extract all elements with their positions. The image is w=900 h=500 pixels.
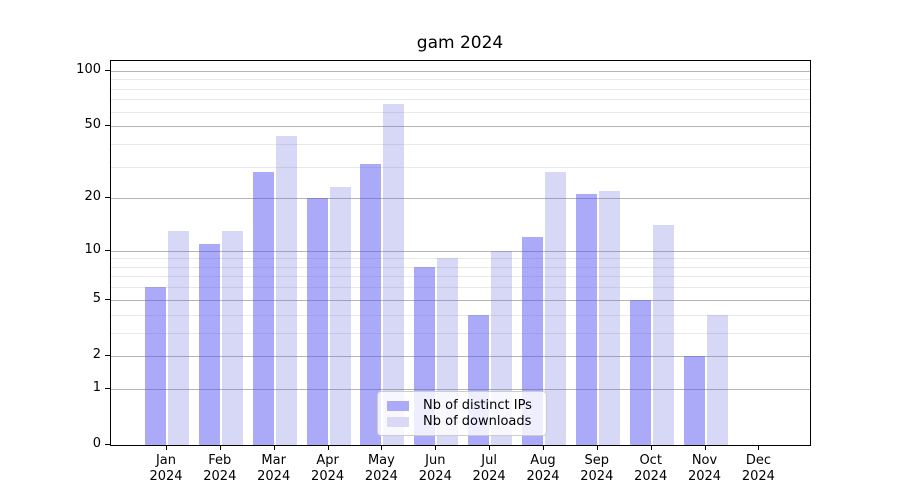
y-tick-label: 20	[84, 189, 101, 205]
legend-swatch-distinct-ips	[387, 400, 409, 411]
x-tick-year: 2024	[687, 469, 722, 484]
gridline-100	[111, 70, 810, 72]
x-tick-year: 2024	[634, 469, 668, 484]
y-tick-mark	[105, 125, 110, 127]
gridline-minor	[111, 258, 810, 260]
x-tick-year: 2024	[741, 469, 775, 484]
bar-jan-downloads	[168, 231, 189, 445]
bar-mar-downloads	[275, 136, 297, 445]
x-tick-mark	[273, 445, 275, 450]
legend: Nb of distinct IPs Nb of downloads	[377, 391, 547, 436]
x-tick-mark	[166, 445, 167, 450]
x-tick-label-sep: Sep 2024	[567, 453, 627, 485]
y-tick-mark	[105, 249, 110, 251]
gridline-minor	[111, 314, 810, 316]
bar-nov-downloads	[706, 314, 728, 445]
x-tick-mark	[327, 445, 329, 450]
y-tick-label: 100	[76, 61, 101, 77]
gridline-minor	[111, 287, 810, 289]
bar-mar-ips	[252, 172, 274, 445]
x-tick-label-nov: Nov 2024	[675, 453, 735, 485]
y-tick-mark	[105, 298, 110, 300]
y-tick-label: 1	[92, 379, 101, 395]
y-tick-label: 0	[92, 436, 101, 451]
x-tick-label-aug: Aug 2024	[513, 453, 573, 485]
gridline-2	[111, 355, 810, 357]
x-tick-year: 2024	[526, 469, 560, 484]
gridline-1	[111, 388, 810, 390]
x-tick-year: 2024	[203, 469, 237, 484]
y-tick-label: 50	[84, 117, 101, 133]
bar-sep-ips	[575, 194, 597, 445]
x-tick-year: 2024	[311, 469, 345, 484]
bar-sep-downloads	[598, 190, 620, 445]
x-tick-year: 2024	[149, 469, 183, 484]
x-tick-mark	[381, 445, 383, 450]
x-tick-label-jul: Jul 2024	[459, 453, 519, 485]
legend-item-downloads: Nb of downloads	[387, 414, 536, 429]
x-tick-label-mar: Mar 2024	[244, 453, 304, 485]
plot-area	[110, 60, 811, 446]
gridline-minor	[111, 332, 810, 334]
gridline-minor	[111, 266, 810, 268]
gridline-10	[111, 250, 810, 252]
x-tick-year: 2024	[472, 469, 506, 484]
x-tick-label-jan: Jan 2024	[136, 453, 196, 485]
y-tick-mark	[105, 354, 110, 356]
y-tick-label: 5	[92, 290, 101, 306]
y-tick-mark	[105, 444, 110, 445]
legend-item-distinct-ips: Nb of distinct IPs	[387, 398, 536, 413]
gridline-minor	[111, 111, 810, 113]
x-tick-mark	[650, 445, 652, 450]
gridline-minor	[111, 99, 810, 101]
bar-apr-ips	[306, 198, 328, 445]
x-tick-year: 2024	[418, 469, 452, 484]
x-tick-label-jun: Jun 2024	[405, 453, 465, 485]
x-tick-year: 2024	[364, 469, 398, 484]
x-tick-label-may: May 2024	[351, 453, 411, 485]
gridline-20	[111, 198, 810, 200]
gridline-minor	[111, 79, 810, 81]
bar-apr-downloads	[329, 187, 351, 445]
y-tick-mark	[105, 197, 110, 199]
legend-swatch-downloads	[387, 416, 409, 427]
bar-may-downloads	[383, 104, 405, 445]
x-tick-mark	[435, 445, 437, 450]
x-tick-mark	[543, 445, 544, 450]
x-tick-label-dec: Dec 2024	[728, 453, 788, 485]
bar-may-ips	[360, 164, 382, 445]
gridline-50	[111, 126, 810, 128]
y-tick-label: 10	[84, 241, 101, 257]
bar-nov-ips	[683, 355, 705, 445]
x-tick-label-oct: Oct 2024	[621, 453, 681, 485]
y-tick-mark	[105, 69, 110, 71]
x-tick-year: 2024	[580, 469, 614, 484]
gridline-minor	[111, 88, 810, 90]
gridline-5	[111, 299, 810, 301]
x-tick-mark	[758, 445, 760, 450]
legend-label-distinct-ips: Nb of distinct IPs	[423, 398, 532, 413]
x-tick-label-feb: Feb 2024	[190, 453, 250, 485]
x-tick-label-apr: Apr 2024	[298, 453, 358, 485]
gridline-minor	[111, 166, 810, 168]
y-tick-label: 2	[92, 346, 101, 362]
bar-oct-downloads	[652, 225, 674, 445]
x-tick-mark	[596, 445, 598, 450]
legend-label-downloads: Nb of downloads	[423, 414, 532, 429]
x-tick-mark	[704, 445, 706, 450]
x-tick-year: 2024	[257, 469, 291, 484]
chart-title: gam 2024	[416, 33, 504, 53]
bar-feb-downloads	[221, 231, 243, 445]
bar-feb-ips	[198, 243, 220, 445]
y-tick-mark	[105, 387, 110, 389]
gridline-minor	[111, 143, 810, 145]
bar-aug-downloads	[544, 172, 566, 445]
bar-jan-ips	[145, 287, 166, 445]
x-tick-mark	[489, 445, 491, 450]
gridline-minor	[111, 276, 810, 278]
bar-oct-ips	[629, 299, 651, 445]
x-tick-mark	[219, 445, 221, 450]
